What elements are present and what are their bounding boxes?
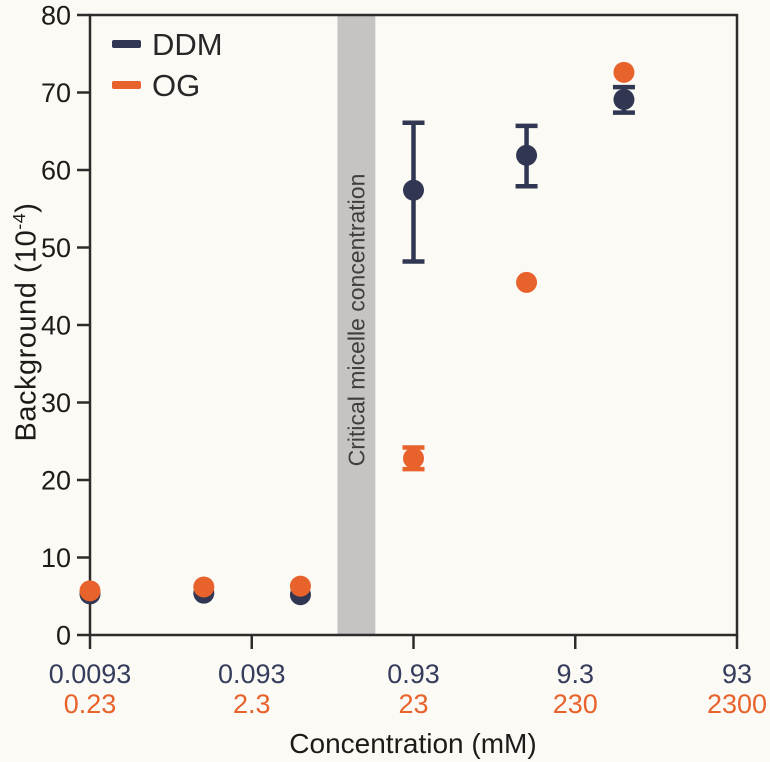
- x-axis-title: Concentration (mM): [289, 728, 537, 759]
- og-swatch-icon: [112, 81, 141, 89]
- og-point: [403, 447, 424, 469]
- og-point: [613, 61, 635, 83]
- og-point: [516, 271, 538, 293]
- x-tick-label-ddm: 0.093: [218, 659, 286, 689]
- x-tick-label-ddm: 93: [722, 659, 752, 689]
- x-tick-label-og: 0.23: [64, 689, 117, 719]
- og-point: [79, 580, 101, 602]
- y-axis-title-close: ): [10, 202, 43, 213]
- cmc-band-label: Critical micelle concentration: [343, 173, 370, 467]
- y-tick-label: 0: [56, 621, 71, 651]
- y-tick-label: 60: [41, 156, 71, 186]
- legend: DDM OG: [112, 26, 223, 103]
- legend-item-og: OG: [112, 67, 223, 103]
- y-tick-label: 70: [41, 78, 71, 108]
- cmc-band: [337, 16, 376, 634]
- x-tick-label-og: 2.3: [233, 689, 271, 719]
- y-tick-label: 80: [41, 1, 71, 31]
- y-axis-title-text: Background (10: [10, 229, 43, 442]
- ddm-point: [516, 144, 538, 166]
- x-tick-label-og: 23: [398, 689, 428, 719]
- y-axis-title-superscript: -4: [8, 212, 29, 230]
- y-axis-title: Background (10-4): [8, 202, 44, 442]
- x-tick-label-og: 230: [553, 689, 598, 719]
- x-tick-label-og: 2300: [707, 689, 767, 719]
- ddm-point: [613, 88, 635, 110]
- y-tick-label: 20: [41, 466, 71, 496]
- x-tick-label-ddm: 0.93: [387, 659, 440, 689]
- y-tick-label: 50: [41, 233, 71, 263]
- plot-frame: [88, 13, 739, 637]
- x-tick-label-ddm: 0.0093: [49, 659, 132, 689]
- y-tick-label: 30: [41, 388, 71, 418]
- legend-item-ddm: DDM: [112, 26, 223, 62]
- ddm-swatch-icon: [112, 40, 141, 48]
- og-point: [289, 575, 311, 597]
- y-tick-label: 10: [41, 543, 71, 573]
- og-point: [193, 576, 215, 598]
- x-tick-label-ddm: 9.3: [556, 659, 594, 689]
- legend-label-og: OG: [152, 67, 201, 103]
- ddm-point: [403, 179, 424, 201]
- y-tick-label: 40: [41, 311, 71, 341]
- legend-label-ddm: DDM: [152, 26, 223, 62]
